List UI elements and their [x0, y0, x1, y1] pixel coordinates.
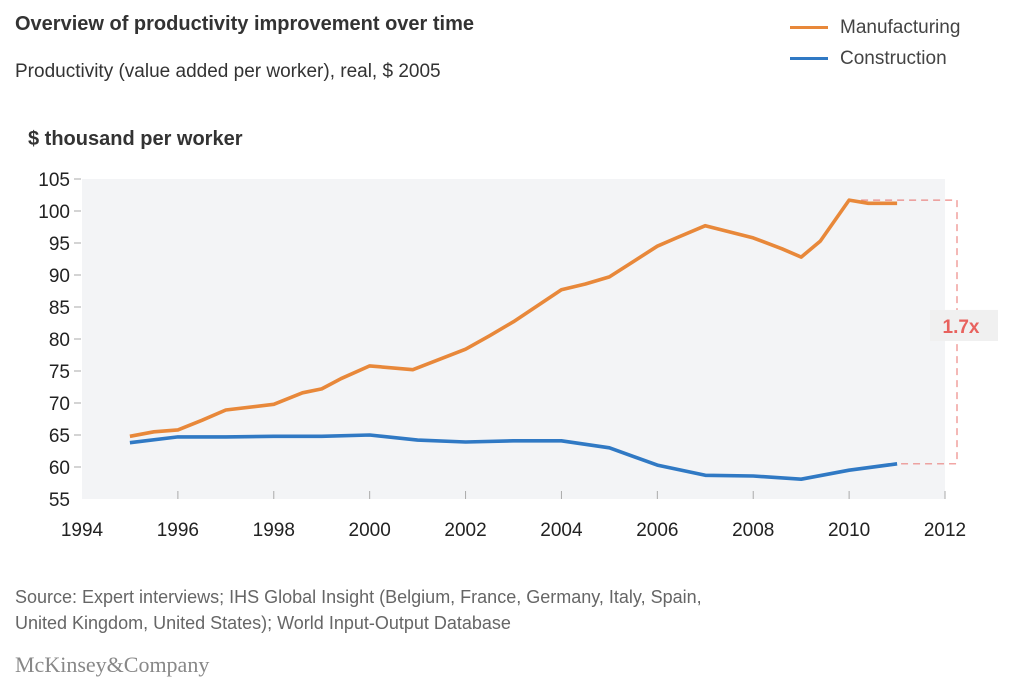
y-tick-label: 75 [49, 362, 70, 383]
x-tick-label: 2012 [924, 520, 966, 541]
legend-swatch-manufacturing [790, 26, 828, 29]
y-tick-label: 60 [49, 458, 70, 479]
source-note: Source: Expert interviews; IHS Global In… [15, 584, 915, 636]
annotation-label: 1.7x [943, 317, 980, 338]
x-tick-label: 1996 [157, 520, 199, 541]
y-tick-label: 95 [49, 234, 70, 255]
line-chart: 55 60 65 70 75 80 85 90 95 100 105 1994 1996 1998 2000… [38, 170, 998, 541]
legend-label-construction: Construction [840, 47, 947, 69]
source-line-1: Source: Expert interviews; IHS Global In… [15, 587, 702, 607]
x-tick-label: 2000 [349, 520, 391, 541]
y-tick-label: 80 [49, 330, 70, 351]
chart-subtitle: Productivity (value added per worker), r… [15, 61, 441, 82]
legend-swatch-construction [790, 57, 828, 60]
legend-label-manufacturing: Manufacturing [840, 16, 961, 38]
annotation-label-background [930, 309, 998, 341]
y-axis-unit-label: $ thousand per worker [28, 128, 243, 150]
series-line-construction [129, 433, 898, 481]
legend-item-manufacturing: Manufacturing [790, 12, 960, 43]
x-tick-label: 2002 [444, 520, 486, 541]
x-tick-label: 2004 [540, 520, 583, 541]
chart-title: Overview of productivity improvement ove… [15, 13, 475, 35]
y-tick-label: 55 [49, 490, 70, 511]
x-tick-label: 1998 [253, 520, 295, 541]
x-tick-label: 2010 [828, 520, 870, 541]
y-tick-label: 65 [49, 426, 70, 447]
legend-item-construction: Construction [790, 43, 960, 74]
y-tick-label: 85 [49, 298, 70, 319]
legend: Manufacturing Construction [790, 12, 960, 74]
y-tick-label: 90 [49, 266, 70, 287]
series-line-manufacturing [129, 198, 898, 439]
source-line-2: United Kingdom, United States); World In… [15, 613, 511, 633]
x-tick-label: 2006 [636, 520, 678, 541]
y-tick-label: 70 [49, 394, 70, 415]
x-tick-label: 1994 [61, 520, 104, 541]
y-tick-label: 105 [38, 170, 70, 191]
y-tick-label: 100 [38, 202, 70, 223]
brand-logo: McKinsey&Company [15, 652, 210, 677]
x-tick-label: 2008 [732, 520, 774, 541]
plot-background [82, 179, 945, 499]
